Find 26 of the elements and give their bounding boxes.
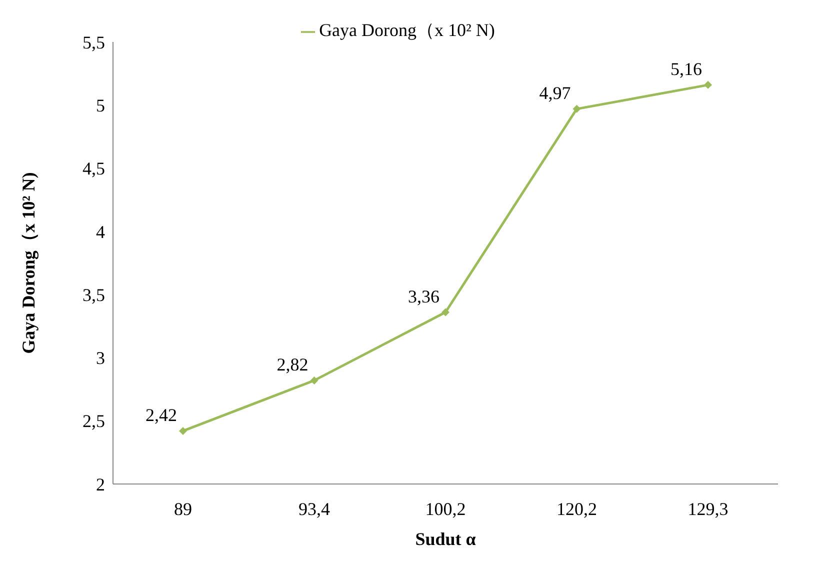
x-tick-label: 129,3: [688, 498, 728, 519]
data-label: 2,42: [146, 404, 177, 425]
y-tick-label: 3: [96, 348, 105, 368]
x-tick-label: 100,2: [425, 498, 466, 519]
y-tick-label: 3,5: [82, 284, 105, 305]
x-tick-label: 93,4: [298, 498, 330, 519]
data-label: 2,82: [276, 354, 308, 374]
data-label: 5,16: [670, 58, 702, 79]
y-tick-label: 5: [96, 96, 105, 116]
legend-label: Gaya Dorong（x 10² N): [319, 20, 495, 40]
data-label: 3,36: [408, 286, 440, 306]
y-tick-label: 2,5: [82, 411, 105, 432]
x-tick-label: 89: [174, 498, 192, 519]
point: [310, 376, 318, 384]
point: [704, 80, 712, 89]
y-tick-label: 4: [96, 222, 105, 242]
y-tick-label: 4,5: [82, 158, 105, 179]
y-tick-label: 5,5: [82, 32, 105, 52]
y-axis-title: Gaya Dorong（x 10² N): [18, 172, 38, 354]
y-tick-label: 2: [96, 474, 105, 494]
point: [572, 104, 581, 113]
x-axis-title: Sudut α: [415, 528, 476, 549]
data-label: 4,97: [539, 82, 571, 103]
point: [442, 308, 450, 316]
point: [179, 426, 187, 435]
x-tick-label: 120,2: [556, 498, 597, 519]
